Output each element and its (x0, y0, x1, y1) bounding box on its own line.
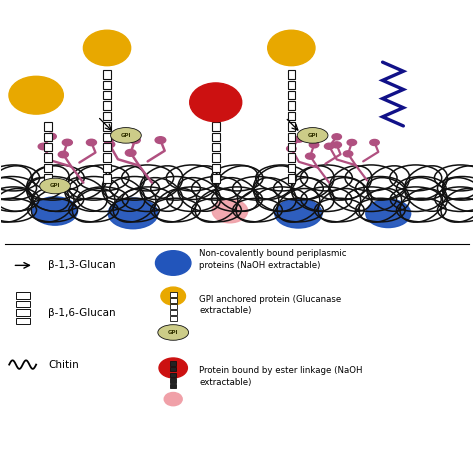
FancyBboxPatch shape (212, 154, 219, 162)
FancyBboxPatch shape (212, 164, 219, 172)
FancyBboxPatch shape (103, 143, 111, 152)
Ellipse shape (366, 199, 410, 228)
Text: GPI: GPI (168, 330, 178, 335)
FancyBboxPatch shape (288, 143, 295, 152)
FancyBboxPatch shape (288, 122, 295, 131)
Ellipse shape (46, 133, 56, 140)
Ellipse shape (62, 139, 73, 146)
Ellipse shape (129, 137, 140, 144)
FancyBboxPatch shape (170, 292, 176, 297)
FancyBboxPatch shape (16, 301, 30, 308)
FancyBboxPatch shape (44, 133, 52, 141)
FancyBboxPatch shape (288, 112, 295, 120)
Ellipse shape (268, 30, 315, 66)
Ellipse shape (306, 153, 315, 159)
Ellipse shape (158, 325, 189, 340)
FancyBboxPatch shape (288, 154, 295, 162)
FancyBboxPatch shape (103, 91, 111, 100)
FancyBboxPatch shape (16, 318, 30, 324)
FancyBboxPatch shape (288, 174, 295, 182)
FancyBboxPatch shape (170, 361, 176, 365)
Ellipse shape (9, 76, 64, 114)
FancyBboxPatch shape (103, 81, 111, 89)
Ellipse shape (294, 136, 304, 142)
FancyBboxPatch shape (170, 373, 176, 377)
FancyBboxPatch shape (103, 70, 111, 79)
FancyBboxPatch shape (170, 367, 176, 371)
FancyBboxPatch shape (212, 133, 219, 141)
Text: GPI: GPI (121, 133, 131, 138)
Ellipse shape (40, 178, 71, 194)
FancyBboxPatch shape (170, 317, 176, 321)
FancyBboxPatch shape (212, 122, 219, 131)
Ellipse shape (370, 139, 379, 146)
Ellipse shape (332, 142, 341, 148)
FancyBboxPatch shape (103, 174, 111, 182)
FancyBboxPatch shape (288, 133, 295, 141)
FancyBboxPatch shape (288, 91, 295, 100)
FancyBboxPatch shape (288, 164, 295, 172)
FancyBboxPatch shape (103, 112, 111, 120)
Text: β-1,3-Glucan: β-1,3-Glucan (48, 260, 116, 270)
Text: GPI: GPI (307, 133, 318, 138)
FancyBboxPatch shape (170, 384, 176, 388)
Text: Chitin: Chitin (48, 360, 79, 370)
Ellipse shape (86, 139, 96, 146)
Ellipse shape (190, 83, 242, 122)
FancyBboxPatch shape (103, 154, 111, 162)
FancyBboxPatch shape (288, 101, 295, 110)
Ellipse shape (155, 137, 166, 144)
Ellipse shape (33, 197, 77, 225)
FancyBboxPatch shape (103, 122, 111, 131)
Ellipse shape (297, 128, 328, 143)
Ellipse shape (324, 143, 334, 149)
Ellipse shape (155, 251, 191, 275)
FancyBboxPatch shape (44, 122, 52, 131)
Ellipse shape (159, 358, 187, 378)
FancyBboxPatch shape (103, 164, 111, 172)
FancyBboxPatch shape (44, 174, 52, 182)
Ellipse shape (125, 149, 136, 156)
Text: β-1,6-Glucan: β-1,6-Glucan (48, 308, 116, 318)
FancyBboxPatch shape (288, 81, 295, 89)
Text: proteins (NaOH extractable): proteins (NaOH extractable) (199, 261, 320, 270)
FancyBboxPatch shape (16, 310, 30, 316)
Ellipse shape (161, 287, 185, 305)
Ellipse shape (275, 199, 322, 228)
FancyBboxPatch shape (44, 143, 52, 152)
Ellipse shape (58, 151, 68, 158)
Text: GPI anchored protein (Glucanase: GPI anchored protein (Glucanase (199, 295, 341, 304)
Text: extractable): extractable) (199, 378, 252, 387)
Ellipse shape (287, 146, 296, 152)
FancyBboxPatch shape (103, 101, 111, 110)
Ellipse shape (212, 199, 247, 223)
FancyBboxPatch shape (44, 164, 52, 172)
Ellipse shape (104, 141, 115, 148)
Ellipse shape (108, 198, 158, 229)
FancyBboxPatch shape (288, 70, 295, 79)
Ellipse shape (38, 143, 48, 150)
FancyBboxPatch shape (170, 310, 176, 315)
FancyBboxPatch shape (44, 154, 52, 162)
Ellipse shape (113, 130, 123, 137)
Ellipse shape (310, 142, 319, 148)
FancyBboxPatch shape (16, 292, 30, 299)
Ellipse shape (347, 139, 356, 146)
FancyBboxPatch shape (170, 304, 176, 309)
Text: Protein bound by ester linkage (NaOH: Protein bound by ester linkage (NaOH (199, 366, 363, 375)
Ellipse shape (110, 128, 141, 143)
Text: Non-covalently bound periplasmic: Non-covalently bound periplasmic (199, 249, 346, 258)
Text: GPI: GPI (50, 183, 60, 189)
Ellipse shape (343, 151, 353, 157)
FancyBboxPatch shape (170, 298, 176, 303)
Ellipse shape (332, 134, 341, 140)
Text: extractable): extractable) (199, 307, 252, 316)
FancyBboxPatch shape (212, 143, 219, 152)
Ellipse shape (164, 392, 182, 406)
FancyBboxPatch shape (103, 133, 111, 141)
FancyBboxPatch shape (170, 378, 176, 383)
Ellipse shape (83, 30, 131, 66)
FancyBboxPatch shape (212, 174, 219, 182)
